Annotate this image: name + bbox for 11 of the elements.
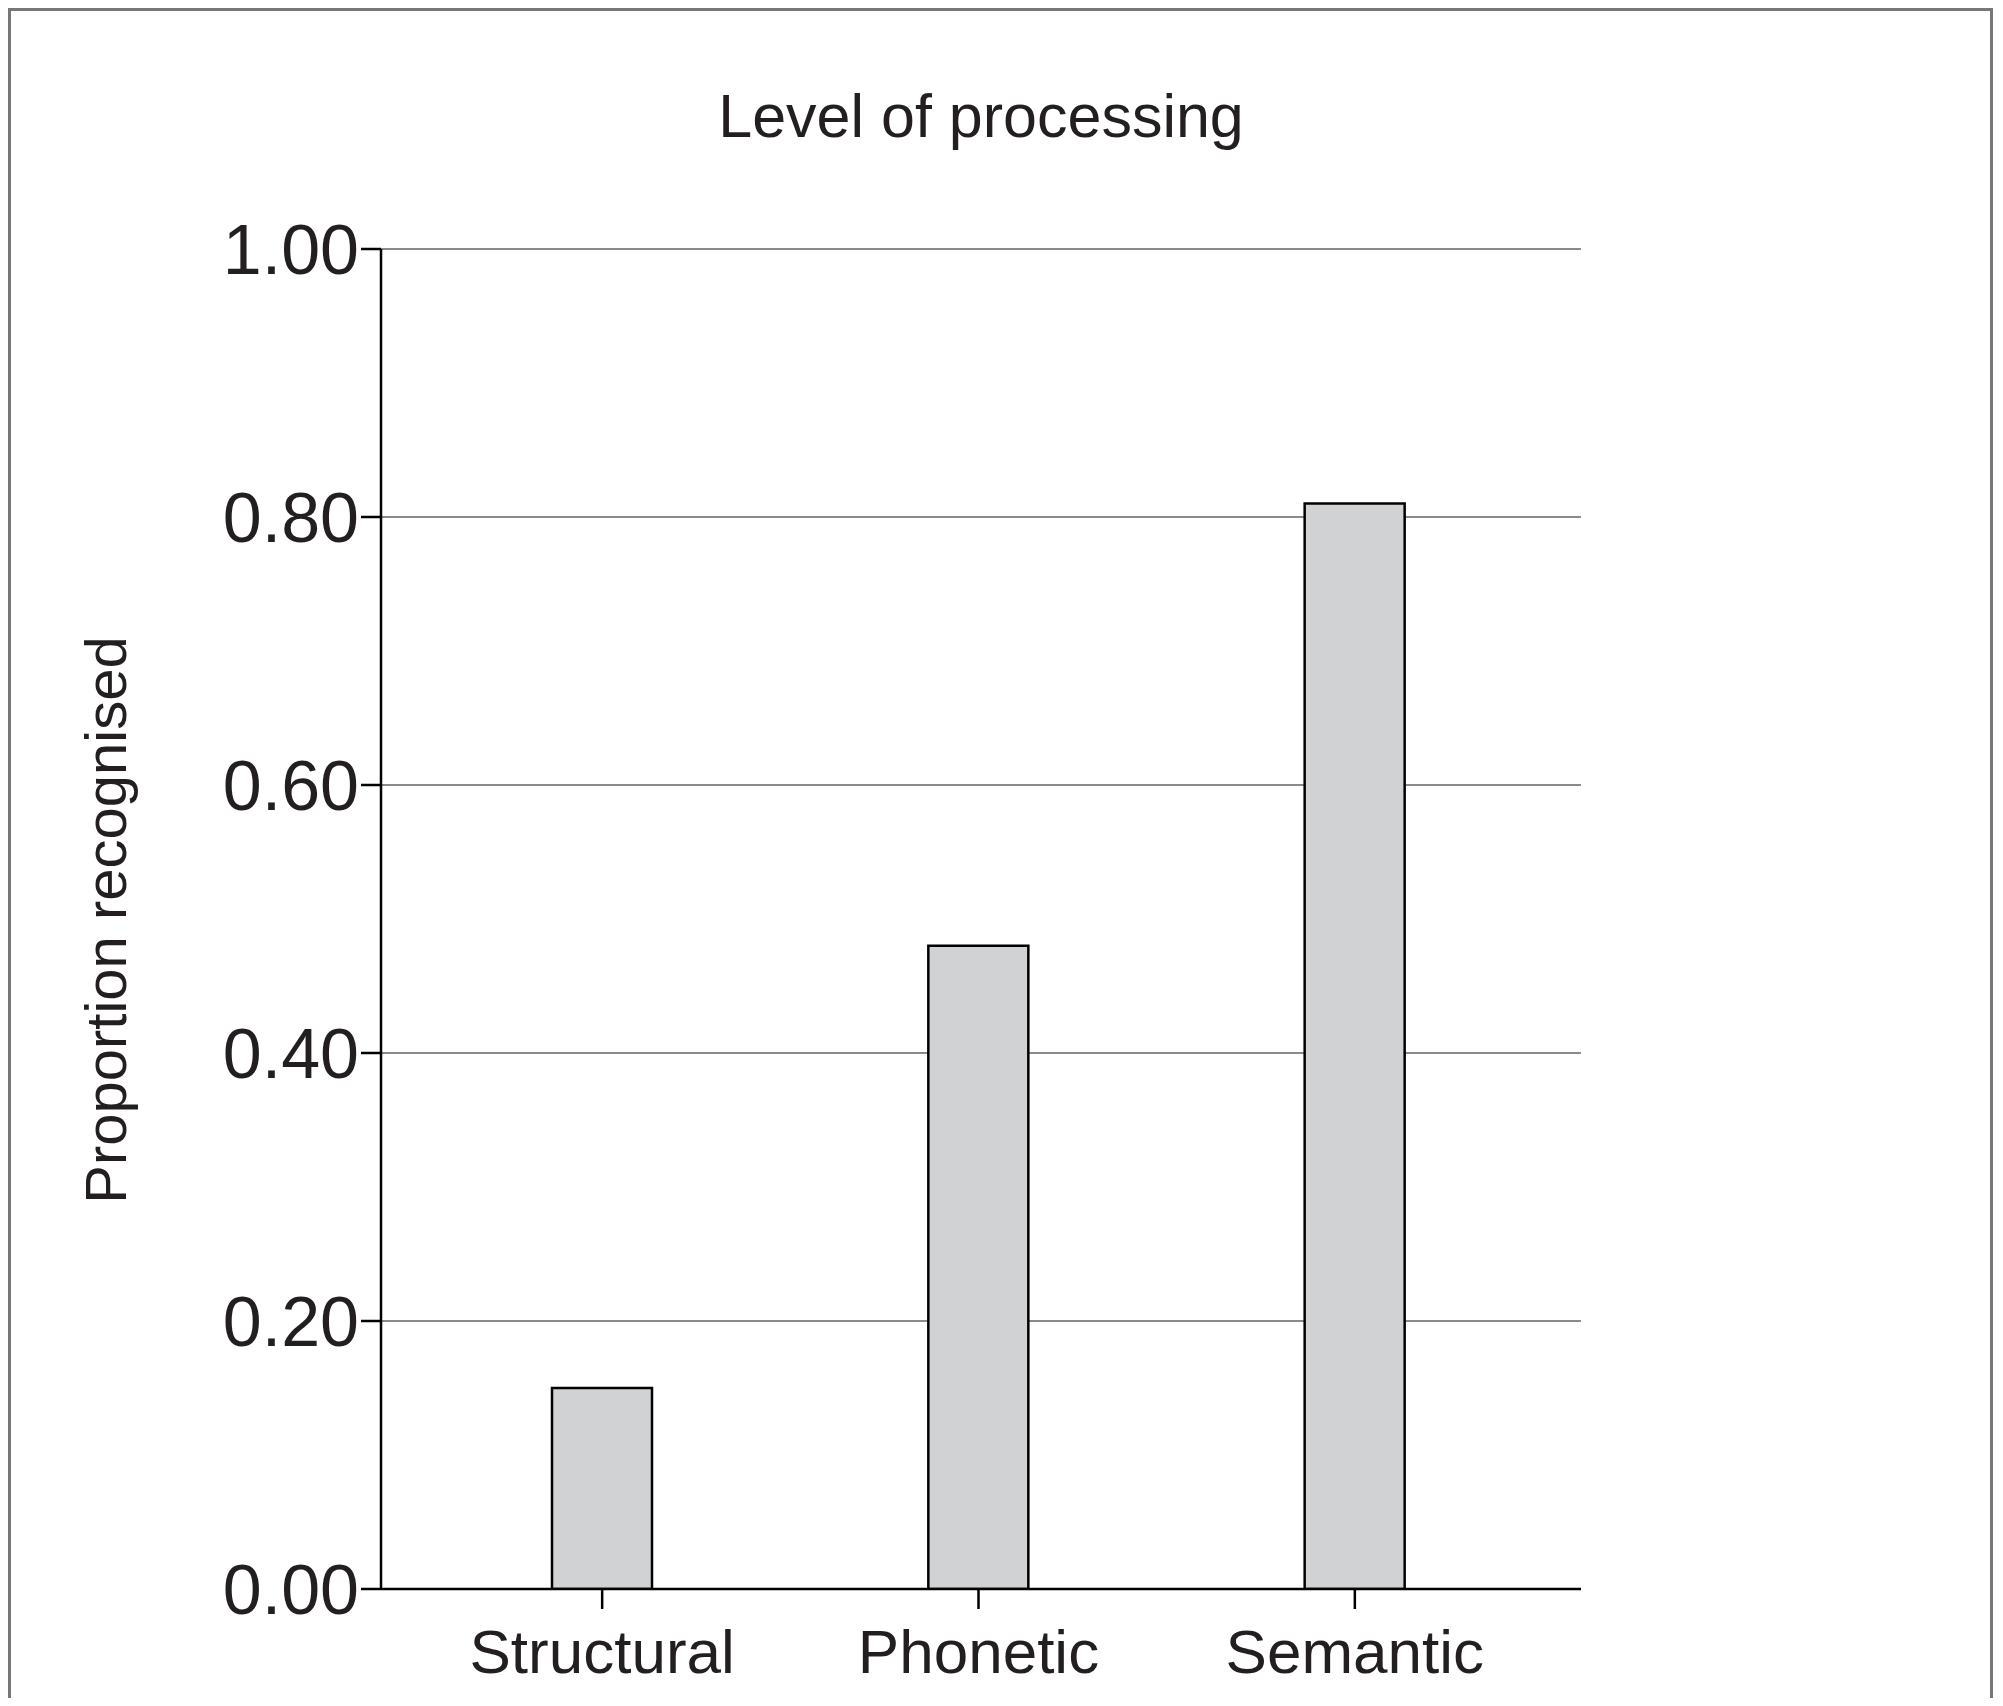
y-tick-label: 0.80 — [222, 478, 359, 557]
y-tick-label: 0.20 — [222, 1282, 359, 1361]
y-tick-label: 0.40 — [222, 1014, 359, 1093]
y-tick-label: 0.00 — [222, 1550, 359, 1629]
x-tick-label: Semantic — [1225, 1617, 1485, 1687]
x-tick-label: Phonetic — [857, 1617, 1100, 1687]
chart-title: Level of processing — [717, 81, 1245, 151]
x-tick-label: Structural — [469, 1617, 735, 1687]
y-tick-label: 0.60 — [222, 746, 359, 825]
y-axis-title: Proportion recognised — [72, 635, 139, 1206]
y-tick-label: 1.00 — [222, 210, 359, 289]
